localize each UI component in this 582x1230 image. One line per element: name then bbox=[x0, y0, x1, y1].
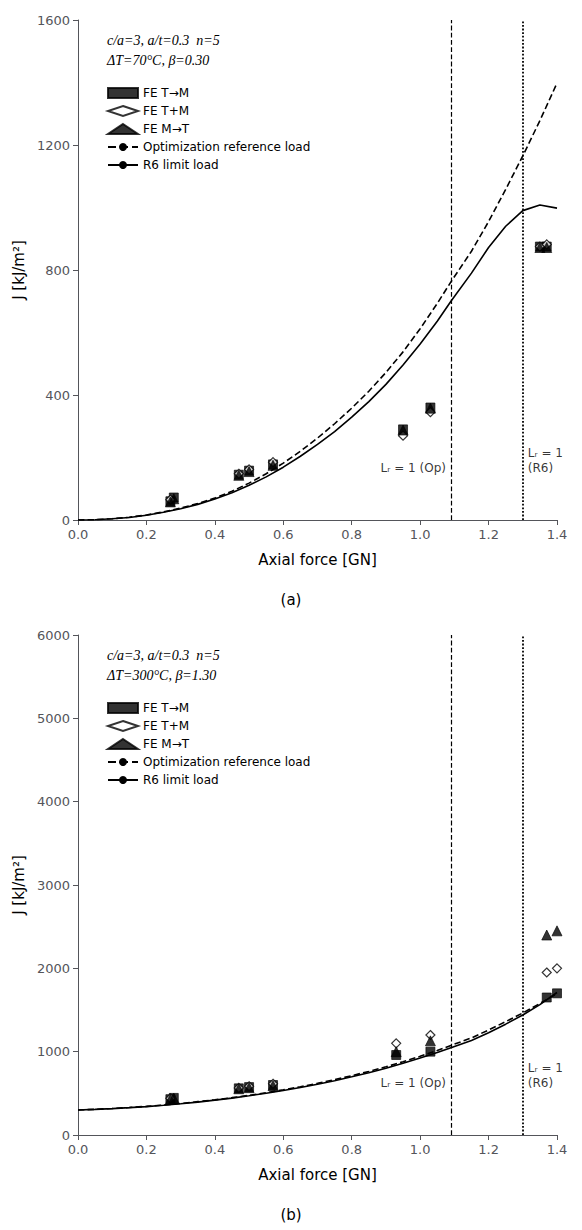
svg-text:0.2: 0.2 bbox=[136, 1142, 157, 1157]
svg-text:c/a=3, a/t=0.3 n=5: c/a=3, a/t=0.3 n=5 bbox=[107, 648, 220, 663]
svg-text:c/a=3, a/t=0.3 n=5: c/a=3, a/t=0.3 n=5 bbox=[107, 33, 220, 48]
svg-text:4000: 4000 bbox=[37, 794, 70, 809]
svg-text:R6 limit load: R6 limit load bbox=[143, 158, 219, 172]
svg-text:Lᵣ = 1 (Op): Lᵣ = 1 (Op) bbox=[381, 461, 446, 475]
svg-text:Axial force [GN]: Axial force [GN] bbox=[258, 1166, 377, 1184]
svg-text:FE M→T: FE M→T bbox=[143, 737, 190, 751]
svg-text:0.8: 0.8 bbox=[341, 527, 362, 542]
svg-text:0.6: 0.6 bbox=[273, 527, 294, 542]
svg-text:FE T+M: FE T+M bbox=[143, 104, 189, 118]
svg-text:0.0: 0.0 bbox=[68, 1142, 89, 1157]
svg-text:0.6: 0.6 bbox=[273, 1142, 294, 1157]
svg-text:ΔT=70°C, β=0.30: ΔT=70°C, β=0.30 bbox=[106, 53, 209, 68]
svg-text:(b): (b) bbox=[280, 1206, 301, 1224]
svg-text:1000: 1000 bbox=[37, 1044, 70, 1059]
svg-text:0.0: 0.0 bbox=[68, 527, 89, 542]
svg-text:0.4: 0.4 bbox=[205, 527, 226, 542]
svg-text:FE T+M: FE T+M bbox=[143, 719, 189, 733]
svg-text:1600: 1600 bbox=[37, 13, 70, 28]
svg-text:Optimization reference load: Optimization reference load bbox=[143, 755, 310, 769]
svg-text:Lᵣ = 1: Lᵣ = 1 bbox=[528, 1061, 563, 1075]
svg-text:1.0: 1.0 bbox=[410, 527, 431, 542]
svg-text:5000: 5000 bbox=[37, 711, 70, 726]
svg-text:1.4: 1.4 bbox=[547, 527, 568, 542]
svg-text:ΔT=300°C, β=1.30: ΔT=300°C, β=1.30 bbox=[106, 668, 216, 683]
svg-text:Lᵣ = 1: Lᵣ = 1 bbox=[528, 446, 563, 460]
svg-text:3000: 3000 bbox=[37, 878, 70, 893]
svg-text:6000: 6000 bbox=[37, 628, 70, 643]
svg-text:J [kJ/m²]: J [kJ/m²] bbox=[10, 240, 28, 301]
svg-text:1200: 1200 bbox=[37, 138, 70, 153]
svg-text:400: 400 bbox=[45, 388, 70, 403]
svg-text:0: 0 bbox=[62, 513, 70, 528]
svg-text:0.4: 0.4 bbox=[205, 1142, 226, 1157]
svg-text:Lᵣ = 1 (Op): Lᵣ = 1 (Op) bbox=[381, 1076, 446, 1090]
svg-text:1.2: 1.2 bbox=[478, 1142, 499, 1157]
svg-text:J [kJ/m²]: J [kJ/m²] bbox=[10, 855, 28, 916]
svg-text:0.8: 0.8 bbox=[341, 1142, 362, 1157]
svg-text:1.4: 1.4 bbox=[547, 1142, 568, 1157]
svg-text:1.0: 1.0 bbox=[410, 1142, 431, 1157]
svg-text:0.2: 0.2 bbox=[136, 527, 157, 542]
svg-text:0: 0 bbox=[62, 1128, 70, 1143]
svg-text:(R6): (R6) bbox=[528, 461, 553, 475]
svg-text:FE T→M: FE T→M bbox=[143, 86, 189, 100]
svg-text:(a): (a) bbox=[281, 591, 302, 609]
svg-text:1.2: 1.2 bbox=[478, 527, 499, 542]
svg-text:FE M→T: FE M→T bbox=[143, 122, 190, 136]
svg-text:2000: 2000 bbox=[37, 961, 70, 976]
svg-text:R6 limit load: R6 limit load bbox=[143, 773, 219, 787]
svg-text:800: 800 bbox=[45, 263, 70, 278]
svg-text:FE T→M: FE T→M bbox=[143, 701, 189, 715]
svg-text:Axial force [GN]: Axial force [GN] bbox=[258, 551, 377, 569]
svg-text:Optimization reference load: Optimization reference load bbox=[143, 140, 310, 154]
svg-text:(R6): (R6) bbox=[528, 1076, 553, 1090]
